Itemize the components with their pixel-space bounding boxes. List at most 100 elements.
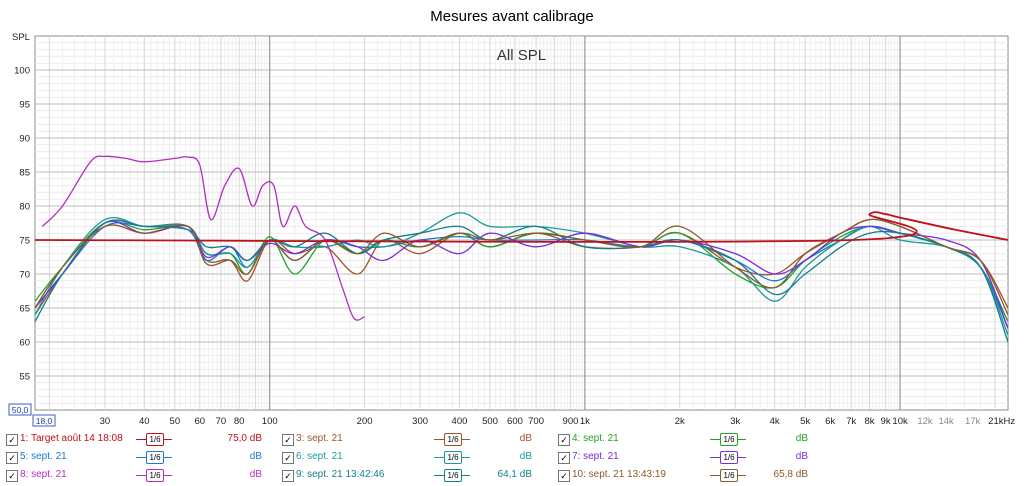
x-tick-label: 12k xyxy=(917,416,933,427)
y-tick-label: 85 xyxy=(19,168,30,179)
series-line xyxy=(34,212,1009,336)
smoothing-selector[interactable]: 1/6 xyxy=(710,433,746,446)
x-tick-label: 7k xyxy=(846,416,856,427)
x-tick-label: 2k xyxy=(675,416,685,427)
y-tick-label: 90 xyxy=(19,134,30,145)
smoothing-label: 1/6 xyxy=(720,451,738,464)
x-tick-label: 4k xyxy=(770,416,780,427)
x-tick-label: 5k xyxy=(800,416,810,427)
x-tick-label: 300 xyxy=(412,416,428,427)
y-min-label: 50,0 xyxy=(12,405,29,415)
legend-checkbox[interactable]: ✓ xyxy=(6,452,18,464)
y-tick-label: 75 xyxy=(19,236,30,247)
legend-label: 6: sept. 21 xyxy=(296,451,343,462)
smoothing-label: 1/6 xyxy=(146,451,164,464)
legend-value: dB xyxy=(249,451,262,462)
x-tick-label: 50 xyxy=(170,416,181,427)
legend-checkbox[interactable]: ✓ xyxy=(558,470,570,482)
y-tick-label: 60 xyxy=(19,338,30,349)
legend-item[interactable]: ✓ 6: sept. 21 1/6 dB xyxy=(282,450,542,466)
smoothing-label: 1/6 xyxy=(146,433,164,446)
y-tick-label: 80 xyxy=(19,202,30,213)
legend-item[interactable]: ✓ 3: sept. 21 1/6 dB xyxy=(282,432,542,448)
x-tick-label: 200 xyxy=(357,416,373,427)
legend-item[interactable]: ✓ 5: sept. 21 1/6 dB xyxy=(6,450,266,466)
chart-title: All SPL xyxy=(497,47,546,64)
legend-checkbox[interactable]: ✓ xyxy=(282,470,294,482)
x-tick-label: 500 xyxy=(482,416,498,427)
smoothing-label: 1/6 xyxy=(444,433,462,446)
legend-item[interactable]: ✓ 9: sept. 21 13:42:46 1/6 64,1 dB xyxy=(282,468,542,484)
legend: ✓ 1: Target août 14 18:08 1/6 75,0 dB ✓ … xyxy=(0,432,1024,486)
y-tick-label: 70 xyxy=(19,270,30,281)
legend-label: 7: sept. 21 xyxy=(572,451,619,462)
legend-label: 1: Target août 14 18:08 xyxy=(20,433,123,444)
plot-area xyxy=(34,35,1009,411)
legend-item[interactable]: ✓ 10: sept. 21 13:43:19 1/6 65,8 dB xyxy=(558,468,818,484)
x-tick-label: 80 xyxy=(234,416,245,427)
legend-value: 65,8 dB xyxy=(773,469,808,480)
legend-value: dB xyxy=(795,451,808,462)
series-line xyxy=(41,155,365,321)
x-tick-label: 6k xyxy=(825,416,835,427)
legend-label: 10: sept. 21 13:43:19 xyxy=(572,469,666,480)
legend-checkbox[interactable]: ✓ xyxy=(558,434,570,446)
smoothing-label: 1/6 xyxy=(720,469,738,482)
x-tick-label: 3k xyxy=(730,416,740,427)
x-tick-label: 70 xyxy=(216,416,227,427)
smoothing-selector[interactable]: 1/6 xyxy=(136,469,172,482)
legend-label: 5: sept. 21 xyxy=(20,451,67,462)
legend-item[interactable]: ✓ 7: sept. 21 1/6 dB xyxy=(558,450,818,466)
x-tick-label: 900 xyxy=(563,416,579,427)
legend-checkbox[interactable]: ✓ xyxy=(282,452,294,464)
legend-checkbox[interactable]: ✓ xyxy=(6,434,18,446)
legend-label: 8: sept. 21 xyxy=(20,469,67,480)
legend-value: dB xyxy=(249,469,262,480)
x-tick-label: 8k xyxy=(865,416,875,427)
series-line xyxy=(34,211,1009,243)
window-title: Mesures avant calibrage xyxy=(430,8,594,25)
smoothing-label: 1/6 xyxy=(444,451,462,464)
legend-item[interactable]: ✓ 1: Target août 14 18:08 1/6 75,0 dB xyxy=(6,432,266,448)
series-line xyxy=(34,218,1009,316)
smoothing-selector[interactable]: 1/6 xyxy=(710,469,746,482)
x-tick-label: 10k xyxy=(892,416,908,427)
y-tick-label: 100 xyxy=(14,66,30,77)
smoothing-selector[interactable]: 1/6 xyxy=(434,433,470,446)
legend-label: 4: sept. 21 xyxy=(572,433,619,444)
legend-label: 9: sept. 21 13:42:46 xyxy=(296,469,385,480)
x-tick-label: 30 xyxy=(100,416,111,427)
smoothing-selector[interactable]: 1/6 xyxy=(434,451,470,464)
smoothing-selector[interactable]: 1/6 xyxy=(136,433,172,446)
legend-value: dB xyxy=(519,451,532,462)
legend-value: 75,0 dB xyxy=(227,433,262,444)
x-tick-label: 17k xyxy=(965,416,981,427)
x-tick-label: 9k xyxy=(881,416,891,427)
legend-item[interactable]: ✓ 8: sept. 21 1/6 dB xyxy=(6,468,266,484)
legend-checkbox[interactable]: ✓ xyxy=(558,452,570,464)
y-axis-label: SPL xyxy=(12,32,30,43)
smoothing-selector[interactable]: 1/6 xyxy=(136,451,172,464)
smoothing-selector[interactable]: 1/6 xyxy=(434,469,470,482)
x-tick-label: 100 xyxy=(262,416,278,427)
legend-item[interactable]: ✓ 4: sept. 21 1/6 dB xyxy=(558,432,818,448)
smoothing-selector[interactable]: 1/6 xyxy=(710,451,746,464)
x-min-label: 18,0 xyxy=(36,416,53,426)
y-min-box xyxy=(8,403,32,416)
x-tick-label: 1k xyxy=(580,416,590,427)
legend-checkbox[interactable]: ✓ xyxy=(6,470,18,482)
legend-label: 3: sept. 21 xyxy=(296,433,343,444)
x-tick-label: 700 xyxy=(528,416,544,427)
legend-checkbox[interactable]: ✓ xyxy=(282,434,294,446)
legend-value: dB xyxy=(519,433,532,444)
smoothing-label: 1/6 xyxy=(146,469,164,482)
y-tick-label: 55 xyxy=(19,372,30,383)
x-tick-label: 40 xyxy=(139,416,150,427)
x-min-box xyxy=(32,414,56,427)
y-tick-label: 65 xyxy=(19,304,30,315)
legend-value: dB xyxy=(795,433,808,444)
legend-value: 64,1 dB xyxy=(497,469,532,480)
y-tick-label: 95 xyxy=(19,100,30,111)
smoothing-label: 1/6 xyxy=(720,433,738,446)
